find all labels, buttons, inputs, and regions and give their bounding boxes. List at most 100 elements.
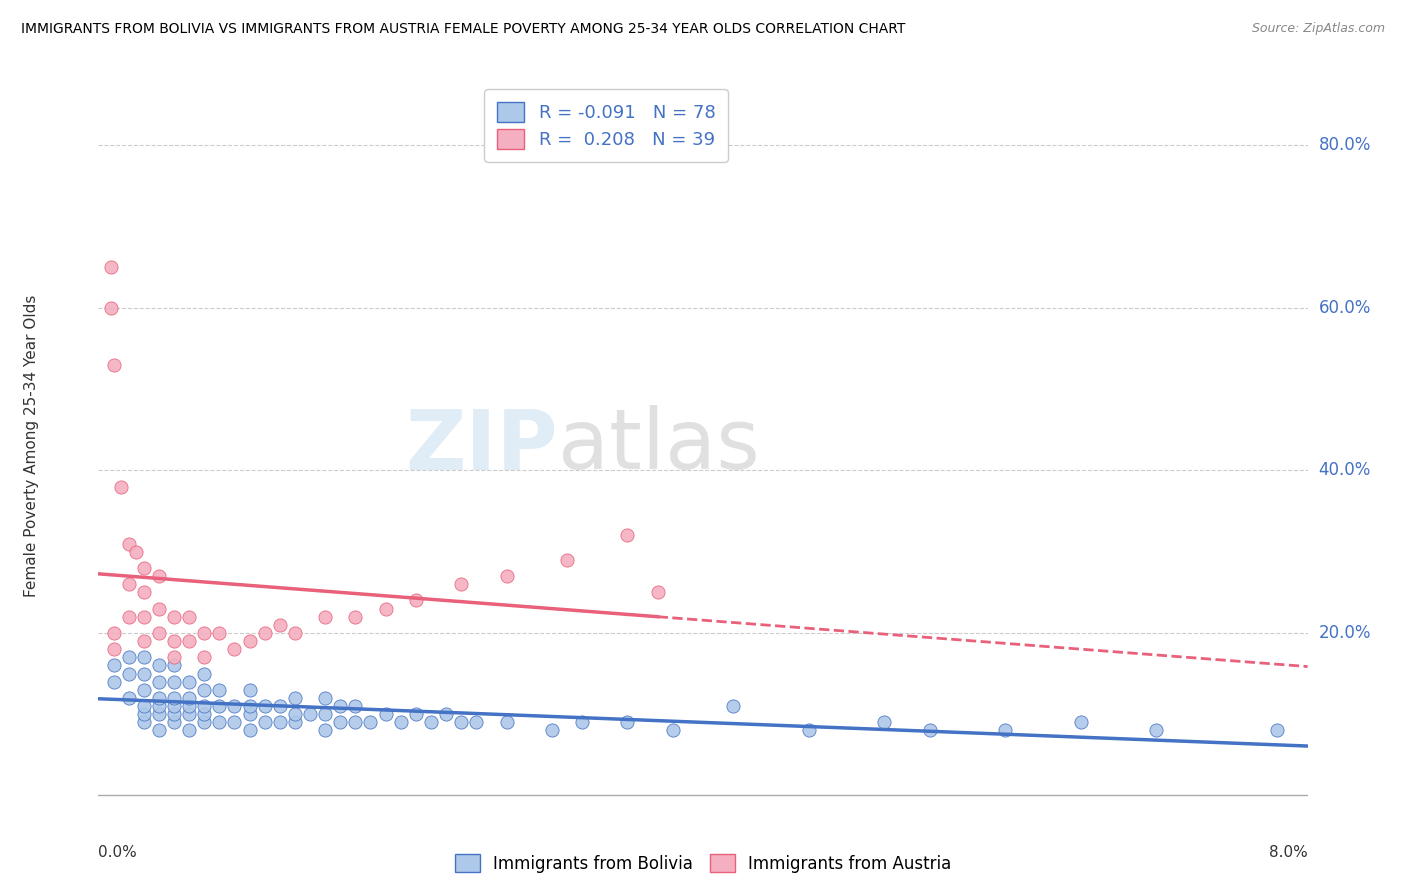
Point: [193, 650, 215, 665]
Point: [329, 699, 352, 714]
Point: [224, 699, 246, 714]
Point: [179, 609, 201, 624]
Point: [434, 707, 457, 722]
Point: [193, 626, 215, 640]
Point: [450, 577, 472, 591]
Point: [103, 642, 125, 657]
Point: [253, 626, 276, 640]
Point: [224, 642, 246, 657]
Point: [179, 690, 201, 705]
Point: [344, 699, 367, 714]
Point: [179, 674, 201, 689]
Point: [193, 666, 215, 681]
Point: [132, 682, 155, 697]
Point: [495, 715, 517, 730]
Point: [284, 707, 307, 722]
Point: [374, 601, 396, 615]
Point: [132, 634, 155, 648]
Point: [148, 626, 170, 640]
Point: [163, 674, 186, 689]
Point: [118, 690, 141, 705]
Point: [253, 715, 276, 730]
Point: [148, 658, 170, 673]
Point: [239, 707, 262, 722]
Point: [132, 707, 155, 722]
Point: [797, 723, 820, 738]
Point: [374, 707, 396, 722]
Text: 80.0%: 80.0%: [1319, 136, 1371, 154]
Point: [193, 715, 215, 730]
Point: [1070, 715, 1092, 730]
Point: [118, 536, 141, 550]
Point: [360, 715, 382, 730]
Point: [405, 707, 427, 722]
Point: [208, 715, 231, 730]
Point: [110, 480, 132, 494]
Legend: R = -0.091   N = 78, R =  0.208   N = 39: R = -0.091 N = 78, R = 0.208 N = 39: [485, 89, 728, 161]
Point: [148, 569, 170, 583]
Text: 20.0%: 20.0%: [1319, 624, 1371, 642]
Point: [163, 650, 186, 665]
Point: [100, 260, 122, 275]
Point: [132, 561, 155, 575]
Point: [148, 674, 170, 689]
Point: [389, 715, 412, 730]
Point: [344, 715, 367, 730]
Point: [132, 699, 155, 714]
Point: [103, 626, 125, 640]
Point: [163, 658, 186, 673]
Point: [103, 658, 125, 673]
Point: [193, 707, 215, 722]
Point: [163, 690, 186, 705]
Point: [103, 674, 125, 689]
Point: [179, 707, 201, 722]
Point: [224, 715, 246, 730]
Point: [555, 553, 578, 567]
Point: [465, 715, 488, 730]
Point: [148, 723, 170, 738]
Text: IMMIGRANTS FROM BOLIVIA VS IMMIGRANTS FROM AUSTRIA FEMALE POVERTY AMONG 25-34 YE: IMMIGRANTS FROM BOLIVIA VS IMMIGRANTS FR…: [21, 22, 905, 37]
Point: [269, 699, 291, 714]
Point: [616, 715, 638, 730]
Point: [616, 528, 638, 542]
Point: [540, 723, 562, 738]
Point: [148, 601, 170, 615]
Point: [284, 690, 307, 705]
Point: [661, 723, 683, 738]
Point: [193, 699, 215, 714]
Point: [193, 682, 215, 697]
Point: [239, 634, 262, 648]
Text: Female Poverty Among 25-34 Year Olds: Female Poverty Among 25-34 Year Olds: [24, 295, 39, 597]
Point: [132, 666, 155, 681]
Point: [284, 715, 307, 730]
Text: 0.0%: 0.0%: [98, 845, 138, 860]
Point: [163, 699, 186, 714]
Point: [148, 699, 170, 714]
Point: [132, 715, 155, 730]
Point: [647, 585, 669, 599]
Point: [314, 690, 336, 705]
Point: [284, 626, 307, 640]
Point: [148, 690, 170, 705]
Point: [179, 634, 201, 648]
Point: [103, 358, 125, 372]
Point: [253, 699, 276, 714]
Point: [239, 682, 262, 697]
Point: [571, 715, 593, 730]
Point: [994, 723, 1017, 738]
Point: [148, 707, 170, 722]
Point: [723, 699, 745, 714]
Point: [1267, 723, 1289, 738]
Point: [163, 609, 186, 624]
Text: Source: ZipAtlas.com: Source: ZipAtlas.com: [1251, 22, 1385, 36]
Point: [918, 723, 941, 738]
Point: [269, 715, 291, 730]
Point: [208, 699, 231, 714]
Point: [118, 609, 141, 624]
Point: [873, 715, 896, 730]
Point: [179, 699, 201, 714]
Point: [179, 723, 201, 738]
Point: [132, 609, 155, 624]
Text: ZIP: ZIP: [405, 406, 558, 486]
Point: [125, 544, 148, 558]
